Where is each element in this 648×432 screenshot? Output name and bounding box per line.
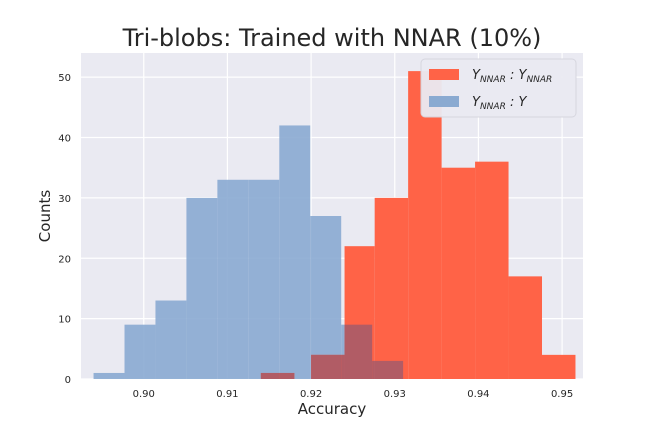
series-accuracy-y-bar [310,216,342,379]
overlap-bar [344,324,373,379]
series-accuracy-y-bar [279,125,311,379]
x-tick-label: 0.92 [300,389,322,400]
series-accuracy-ynnar-bar [441,167,476,379]
overlap-bar [374,360,404,379]
x-tick-label: 0.91 [216,389,238,400]
series-accuracy-ynnar-bar [508,276,543,379]
legend-label-ynnar-y: YNNAR : Y [472,95,527,112]
y-tick-labels: 0 10 20 30 40 50 [58,73,71,386]
legend-box [420,58,577,118]
y-tick-label: 50 [58,73,71,84]
y-tick-label: 10 [58,315,71,326]
overlap-bar [311,354,342,379]
x-tick-labels: 0.90 0.91 0.92 0.93 0.94 0.95 [133,389,574,400]
series-accuracy-ynnar-bar [542,354,576,379]
overlap-bar [279,372,295,379]
legend-swatch-ynnar-ynnar [429,69,459,80]
series-accuracy-ynnar-bar [408,71,442,379]
overlap-bar [260,372,280,379]
x-tick-label: 0.90 [133,389,155,400]
overlap-bar [372,360,375,379]
series-accuracy-y-bar [248,179,280,379]
legend-swatch-ynnar-y [429,96,459,107]
legend: YNNAR : YNNAR YNNAR : Y [420,58,577,118]
series-accuracy-y-bar [217,179,249,379]
x-tick-label: 0.95 [551,389,573,400]
overlap-bar [341,354,345,379]
y-tick-label: 20 [58,254,71,265]
series-accuracy-y-bar [93,372,125,379]
series-accuracy-ynnar-bar [475,161,509,379]
y-tick-label: 0 [65,375,71,386]
series-accuracy-y-bar [186,197,218,379]
y-axis-label: Counts [36,190,54,243]
x-tick-label: 0.93 [384,389,406,400]
series-accuracy-ynnar-bar [374,197,409,379]
y-tick-label: 30 [58,194,71,205]
y-tick-label: 40 [58,134,71,145]
series-accuracy-ynnar-bars [260,71,576,379]
chart-title: Tri-blobs: Trained with NNAR (10%) [122,24,542,52]
x-axis-label: Accuracy [298,400,367,418]
x-tick-label: 0.94 [467,389,489,400]
legend-label-ynnar-ynnar: YNNAR : YNNAR [472,68,552,85]
series-accuracy-y-bar [155,300,187,379]
series-accuracy-y-bar [124,324,156,379]
